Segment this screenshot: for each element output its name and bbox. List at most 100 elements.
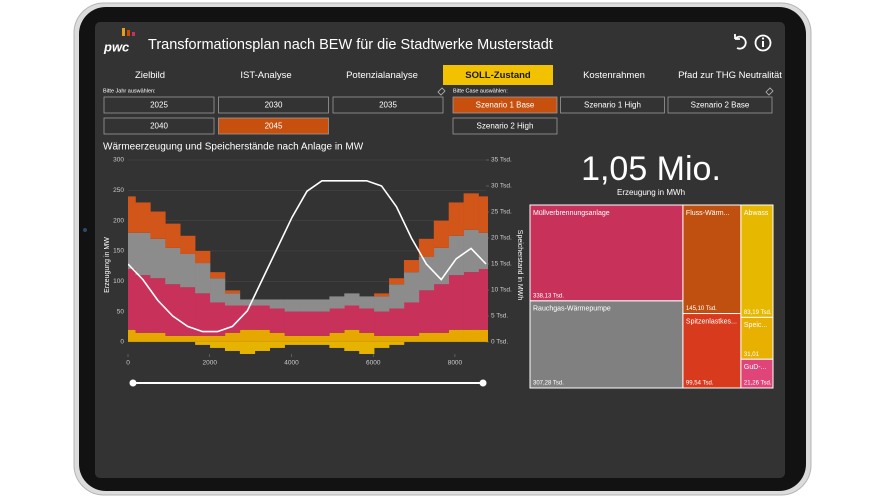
filter-button[interactable]: 2030 (218, 96, 329, 114)
area-segment (165, 247, 181, 285)
area-segment (344, 293, 360, 306)
nav-tab[interactable]: Zielbild (135, 70, 165, 81)
treemap-value: 338,13 Tsd. (533, 293, 564, 299)
y2-tick-label: 10 Tsd. (491, 287, 512, 294)
area-segment (463, 329, 479, 342)
y2-tick-label: 30 Tsd. (491, 183, 512, 190)
active-tab-bg (443, 65, 553, 85)
button-label: Szenario 1 Base (476, 101, 535, 110)
filter-button[interactable]: 2025 (103, 96, 215, 114)
range-slider-handle[interactable] (129, 379, 137, 387)
treemap-name: Spitzenlastkes... (686, 318, 737, 325)
treemap-rect (529, 204, 684, 302)
area-segment (195, 335, 211, 342)
tab-label: Pfad zur THG Neutralität (678, 70, 782, 81)
filter-button[interactable]: 2040 (103, 117, 215, 135)
y-tick-label: 300 (113, 157, 124, 164)
area-segment (418, 257, 435, 291)
area-segment (374, 296, 390, 312)
nav-tab[interactable]: IST-Analyse (240, 70, 291, 81)
area-segment (403, 260, 420, 273)
area-segment (344, 329, 360, 342)
plot-area (128, 180, 488, 354)
area-segment (135, 275, 151, 333)
treemap-value: 99,54 Tsd. (686, 381, 714, 387)
page-title: Transformationsplan nach BEW für die Sta… (148, 37, 553, 53)
tab-label: IST-Analyse (240, 70, 291, 81)
eraser-icon[interactable] (765, 87, 774, 96)
filter-button[interactable]: Szenario 2 Base (667, 96, 773, 114)
area-segment (314, 341, 330, 345)
nav-tab[interactable]: Pfad zur THG Neutralität (678, 70, 782, 81)
area-segment (210, 272, 226, 279)
x-tick-label: 4000 (284, 360, 299, 367)
logo-text: pwc (103, 39, 130, 54)
area-segment (150, 238, 166, 279)
filter-button[interactable]: 2045 (218, 117, 329, 135)
area-segment (448, 329, 464, 342)
nav-tab[interactable]: SOLL-Zustand (443, 65, 553, 85)
button-label: 2030 (265, 101, 283, 110)
treemap-tile[interactable]: Rauchgas-Wärmepumpe 307,28 Tsd. (529, 300, 684, 389)
y-tick-label: 100 (113, 278, 124, 285)
tab-label: Zielbild (135, 70, 165, 81)
y2-tick-label: 25 Tsd. (491, 209, 512, 216)
button-bg (452, 96, 558, 114)
button-bg (103, 96, 215, 114)
area-segment (269, 332, 285, 342)
treemap-tile[interactable]: GuD-... 21,26 Tsd. (740, 358, 774, 389)
button-bg (560, 96, 665, 114)
area-segment (329, 308, 345, 333)
nav-tab[interactable]: Potenzialanalyse (346, 70, 418, 81)
button-bg (332, 96, 444, 114)
area-segment (359, 296, 375, 309)
info-icon-dot (761, 37, 765, 40)
area-segment (299, 335, 315, 342)
filter-button[interactable]: Szenario 1 High (560, 96, 665, 114)
area-segment (128, 232, 136, 270)
filter-label: Bitte Jahr auswählen: (103, 88, 156, 94)
area-segment (478, 269, 488, 330)
treemap-tile[interactable]: Speic... 31,01 (740, 316, 774, 360)
filter-button[interactable]: Szenario 2 High (452, 117, 558, 135)
area-segment (128, 269, 136, 330)
treemap-value: 307,28 Tsd. (533, 381, 564, 387)
area-segment (344, 341, 360, 351)
tab-label: Potenzialanalyse (346, 70, 418, 81)
y-tick-label: 250 (113, 187, 124, 194)
filter-button[interactable]: 2035 (332, 96, 444, 114)
area-segment (224, 290, 241, 294)
area-segment (344, 305, 360, 330)
treemap-value: 145,10 Tsd. (686, 306, 717, 312)
treemap-tile[interactable]: Fluss-Wärm... 145,10 Tsd. (682, 204, 742, 315)
area-segment (359, 308, 375, 333)
area-segment (329, 296, 345, 309)
treemap-tile[interactable]: Müllverbrennungsanlage 338,13 Tsd. (529, 204, 684, 302)
area-segment (299, 299, 315, 312)
area-segment (224, 341, 241, 351)
area-segment (195, 341, 211, 345)
area-segment (180, 335, 196, 342)
nav-tab[interactable]: Kostenrahmen (583, 70, 645, 81)
logo-bar (127, 30, 130, 36)
button-bg (452, 117, 558, 135)
area-segment (359, 341, 375, 354)
tab-label: SOLL-Zustand (465, 70, 531, 81)
kpi-value: 1,05 Mio. (581, 150, 721, 188)
filter-button[interactable]: Szenario 1 Base (452, 96, 558, 114)
area-segment (374, 311, 390, 336)
button-label: Szenario 1 High (584, 101, 641, 110)
button-bg (218, 96, 329, 114)
area-segment (254, 305, 271, 330)
area-segment (180, 253, 196, 288)
treemap-tile[interactable]: Abwass 83,19 Tsd. (740, 204, 774, 318)
eraser-icon[interactable] (437, 87, 446, 96)
area-segment (433, 284, 450, 333)
area-segment (239, 305, 256, 330)
info-button[interactable] (754, 34, 772, 52)
range-slider-handle[interactable] (479, 379, 487, 387)
back-button[interactable] (734, 34, 747, 50)
treemap-tile[interactable]: Spitzenlastkes... 99,54 Tsd. (682, 313, 742, 389)
button-label: Szenario 2 High (477, 122, 534, 131)
